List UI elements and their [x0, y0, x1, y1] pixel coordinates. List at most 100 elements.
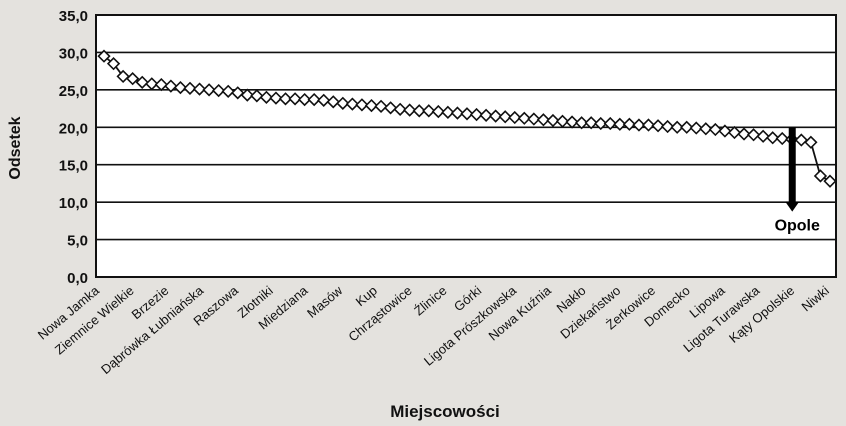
data-point — [746, 128, 761, 142]
data-point — [536, 113, 551, 127]
data-point — [231, 86, 245, 100]
data-point — [116, 69, 130, 84]
data-point — [708, 122, 722, 137]
annotation-arrowhead — [785, 201, 800, 212]
data-point — [364, 98, 379, 113]
data-point — [183, 81, 197, 95]
data-point — [297, 92, 312, 107]
data-point — [699, 122, 713, 136]
data-point — [584, 116, 598, 130]
data-point — [641, 118, 656, 132]
data-point — [97, 49, 111, 63]
data-point — [670, 120, 684, 134]
data-point — [431, 104, 445, 119]
data-point — [278, 92, 293, 106]
data-point — [575, 116, 589, 130]
data-point — [594, 116, 608, 131]
data-point — [546, 113, 560, 128]
y-axis-ticks: 0,0 5,0 10,0 15,0 20,0 25,0 30,0 35,0 — [59, 8, 88, 287]
data-point — [221, 84, 235, 98]
data-point — [269, 91, 283, 105]
y-tick-label: 25,0 — [59, 83, 88, 100]
data-point — [775, 131, 789, 146]
y-tick-label: 0,0 — [67, 270, 88, 287]
data-point — [813, 169, 828, 183]
x-category-label: Kup — [353, 283, 380, 309]
annotation: Opole — [775, 127, 820, 235]
y-tick-label: 15,0 — [59, 158, 88, 175]
data-point — [565, 115, 579, 129]
data-point — [469, 107, 484, 122]
data-point — [374, 99, 388, 113]
data-point — [412, 104, 426, 118]
data-point — [508, 110, 522, 125]
data-point — [259, 90, 274, 104]
data-point — [173, 80, 188, 95]
data-point — [660, 119, 675, 134]
data-point — [498, 110, 512, 124]
data-point — [345, 97, 359, 111]
data-point — [632, 118, 646, 132]
data-point — [489, 109, 503, 123]
data-point — [527, 112, 541, 126]
x-category-label: Masów — [304, 282, 346, 320]
data-point — [106, 57, 121, 71]
data-point — [479, 108, 493, 122]
data-point — [737, 127, 751, 141]
data-point — [804, 135, 818, 149]
data-point — [613, 117, 627, 131]
data-point — [403, 103, 417, 117]
data-point — [326, 95, 340, 109]
data-point — [680, 120, 694, 134]
data-point — [603, 116, 617, 131]
annotation-label: Opole — [775, 218, 820, 235]
data-point — [393, 102, 407, 116]
data-point — [727, 125, 742, 140]
data-point — [555, 114, 570, 128]
data-point — [450, 106, 465, 120]
data-point — [154, 77, 168, 92]
gridlines — [96, 14, 836, 278]
x-axis-title: Miejscowości — [390, 402, 500, 421]
data-point — [212, 83, 226, 98]
data-point — [250, 89, 264, 103]
data-point — [794, 133, 808, 147]
data-point — [307, 92, 321, 107]
data-point — [422, 104, 436, 118]
data-point — [135, 75, 149, 90]
data-point — [164, 79, 178, 93]
y-tick-label: 20,0 — [59, 120, 88, 137]
data-point — [756, 129, 770, 143]
x-category-label: Niwki — [798, 283, 832, 315]
data-point — [288, 92, 302, 106]
y-tick-label: 5,0 — [67, 233, 88, 250]
data-point — [766, 131, 780, 145]
x-category-label: Chrząstowice — [345, 283, 414, 345]
data-point — [718, 124, 732, 138]
y-tick-label: 30,0 — [59, 45, 88, 62]
y-tick-label: 35,0 — [59, 8, 88, 25]
data-point — [517, 111, 531, 125]
data-point — [145, 77, 159, 91]
data-point — [460, 107, 474, 121]
data-point — [202, 83, 216, 97]
x-category-label: Źlinice — [411, 283, 449, 319]
data-point — [383, 101, 398, 115]
data-point — [651, 119, 665, 133]
data-point — [823, 174, 837, 188]
data-point — [336, 96, 350, 110]
plot-area-frame — [95, 14, 837, 278]
data-point — [622, 117, 637, 131]
data-point — [317, 93, 331, 107]
data-point — [689, 121, 703, 135]
data-point — [355, 98, 369, 112]
plot-background — [96, 15, 836, 277]
data-point — [192, 82, 207, 96]
data-point — [441, 105, 455, 119]
data-point — [126, 71, 140, 86]
y-tick-label: 10,0 — [59, 195, 88, 212]
data-point — [240, 88, 254, 102]
y-axis-title: Odsetek — [7, 116, 24, 179]
